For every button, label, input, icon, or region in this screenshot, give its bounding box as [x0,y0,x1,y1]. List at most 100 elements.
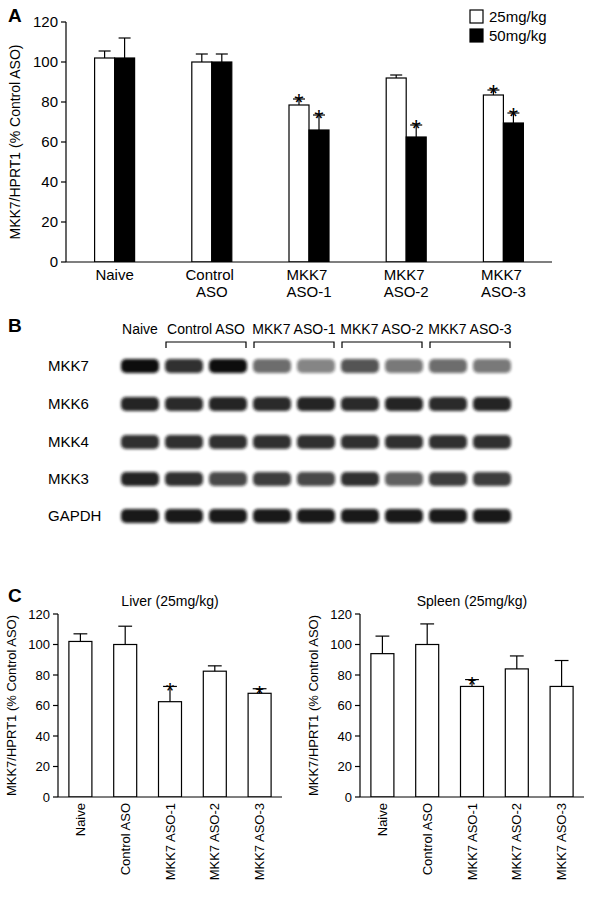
tick [53,674,58,675]
band [253,435,291,449]
row-label: MKK4 [48,433,89,450]
plot-area [69,626,271,797]
band [429,359,467,373]
tick-label: 40 [41,173,58,190]
tick-label: 60 [338,698,352,713]
tick [61,101,66,102]
western-blot: NaiveControl ASOMKK7 ASO-1MKK7 ASO-2MKK7… [48,321,512,524]
category-label: Naive [73,803,88,836]
band [429,397,467,411]
band [165,509,203,523]
tick [355,674,360,675]
bar [416,645,439,798]
band [297,359,335,373]
band [253,359,291,373]
bar [159,702,182,797]
band [121,397,159,411]
tick [355,705,360,706]
error-bar [376,636,390,654]
error-bar [99,51,111,58]
tick [355,644,360,645]
tick-label: 60 [36,698,50,713]
significance: * [509,103,518,130]
tick [61,221,66,222]
tick [355,796,360,797]
tick [53,766,58,767]
bar [69,641,92,797]
significance: * [468,672,477,697]
legend-label: 25mg/kg [489,8,547,25]
axis-title: MKK7/HPRT1 (% Control ASO) [4,615,19,796]
legend: 25mg/kg50mg/kg [470,8,547,44]
bar-chart: *****020406080100120NaiveControl ASOMKK7… [7,8,552,300]
tick-label: 120 [330,607,352,622]
significance: * [489,80,498,107]
band [209,509,247,523]
tick [53,613,58,614]
category-label: Naive [375,803,390,836]
category-label: Control ASO [118,803,133,875]
bar [114,645,137,798]
category-label: MKK7 ASO-1 [286,266,331,300]
category-label: MKK7 ASO-2 [384,266,429,300]
tick-label: 60 [41,133,58,150]
error-bar [196,54,208,62]
lane-bracket [430,342,510,348]
band [253,397,291,411]
error-bar [555,661,569,687]
band [429,509,467,523]
category-label: MKK7 ASO-1 [163,803,178,880]
tick-label: 100 [33,53,58,70]
category-label: Naive [95,266,133,283]
tick [53,735,58,736]
bar [203,671,226,797]
band [165,397,203,411]
chart-title: Liver (25mg/kg) [121,593,218,609]
band [121,472,159,486]
error-bar [510,656,524,669]
category-label: MKK7 ASO-3 [481,266,526,300]
tick-label: 20 [41,213,58,230]
band [385,509,423,523]
band [473,397,511,411]
band [385,359,423,373]
band [473,435,511,449]
bar [461,686,484,797]
bar [483,95,503,262]
band [253,509,291,523]
row-label: MKK6 [48,395,89,412]
tick-label: 20 [338,759,352,774]
x-axis [66,261,552,262]
tick [53,644,58,645]
x-axis [360,796,584,797]
significance: * [166,678,175,703]
band [209,435,247,449]
tick [355,613,360,614]
band [429,435,467,449]
band [385,472,423,486]
lane-label: MKK7 ASO-3 [428,321,511,337]
tick-label: 0 [43,790,50,805]
significance: * [412,115,421,142]
lane-label: Control ASO [167,321,245,337]
significance: * [255,681,264,706]
tick-label: 100 [28,637,50,652]
significance: * [314,105,323,132]
category-label: MKK7 ASO-2 [509,803,524,880]
axis-title: MKK7/HPRT1 (% Control ASO) [306,615,321,796]
band [121,359,159,373]
chart-title: Spleen (25mg/kg) [417,593,528,609]
panel-label: C [8,585,22,606]
lane-bracket [254,342,334,348]
tick [61,261,66,262]
error-bar [74,634,88,642]
tick [355,735,360,736]
band [429,472,467,486]
band [297,509,335,523]
band [165,359,203,373]
band [341,509,379,523]
error-bar [118,626,132,644]
band [385,397,423,411]
bar [406,137,426,262]
row-label: GAPDH [48,507,101,524]
